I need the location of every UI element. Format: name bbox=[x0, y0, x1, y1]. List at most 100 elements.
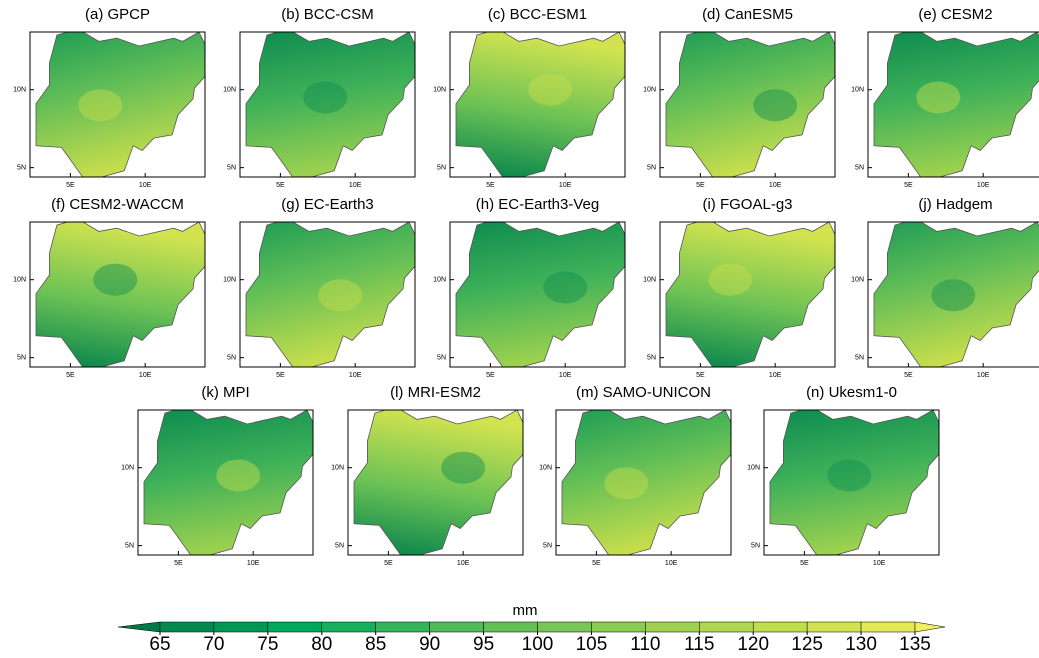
panel-frame bbox=[763, 409, 940, 556]
panel-frame bbox=[449, 221, 626, 368]
map-panel: (k) MPI 5E 10E 5N 10N bbox=[121, 384, 314, 567]
panel-title: (i) FGOAL-g3 bbox=[702, 196, 792, 213]
map-panel: (g) EC-Earth3 5E 10E 5N 10N bbox=[223, 196, 416, 379]
panel-title: (d) CanESM5 bbox=[702, 6, 793, 23]
y-tick-label: 10N bbox=[643, 87, 656, 94]
colorbar-swatch bbox=[806, 621, 862, 633]
panel-frame bbox=[137, 409, 314, 556]
colorbar-tick-label: 85 bbox=[365, 634, 386, 655]
y-tick-label: 5N bbox=[647, 354, 656, 361]
colorbar-swatch bbox=[699, 621, 754, 633]
precip-blob bbox=[827, 459, 872, 492]
y-tick-label: 10N bbox=[433, 277, 446, 284]
colorbar-tick-label: 90 bbox=[419, 634, 440, 655]
map-panel: (a) GPCP 5E 10E 5N 10N bbox=[13, 6, 206, 189]
colorbar-end bbox=[117, 621, 161, 633]
x-tick-label: 5E bbox=[904, 372, 913, 379]
x-tick-label: 10E bbox=[769, 182, 782, 189]
panel-frame bbox=[659, 221, 836, 368]
x-tick-label: 5E bbox=[696, 372, 705, 379]
y-tick-label: 10N bbox=[433, 87, 446, 94]
country-shape bbox=[873, 32, 1039, 177]
colorbar-unit: mm bbox=[513, 602, 538, 619]
y-tick-label: 5N bbox=[543, 542, 552, 549]
colorbar-swatch bbox=[375, 621, 430, 633]
x-tick-label: 5E bbox=[276, 372, 285, 379]
y-tick-label: 10N bbox=[643, 277, 656, 284]
map-panel: (h) EC-Earth3-Veg 5E 10E 5N 10N bbox=[433, 196, 626, 379]
panel-title: (a) GPCP bbox=[85, 6, 150, 23]
x-tick-label: 5E bbox=[696, 182, 705, 189]
panel-title: (j) Hadgem bbox=[918, 196, 992, 213]
panel-title: (e) CESM2 bbox=[918, 6, 992, 23]
panel-title: (n) Ukesm1-0 bbox=[806, 384, 897, 401]
country-shape bbox=[769, 410, 939, 555]
colorbar-tick-label: 80 bbox=[311, 634, 332, 655]
x-tick-label: 5E bbox=[800, 560, 809, 567]
colorbar-swatch bbox=[860, 621, 916, 633]
country-shape bbox=[245, 32, 415, 177]
x-tick-label: 5E bbox=[486, 182, 495, 189]
y-tick-label: 5N bbox=[855, 354, 864, 361]
x-tick-label: 5E bbox=[276, 182, 285, 189]
y-tick-label: 10N bbox=[747, 465, 760, 472]
colorbar-swatch bbox=[537, 621, 592, 633]
y-tick-label: 5N bbox=[647, 164, 656, 171]
y-tick-label: 10N bbox=[851, 87, 864, 94]
y-tick-label: 5N bbox=[17, 354, 26, 361]
panel-title: (m) SAMO-UNICON bbox=[576, 384, 711, 401]
panel-title: (b) BCC-CSM bbox=[281, 6, 374, 23]
map-panel: (c) BCC-ESM1 5E 10E 5N 10N bbox=[433, 6, 626, 189]
precip-blob bbox=[753, 89, 798, 122]
country-shape bbox=[455, 32, 625, 177]
colorbar-tick-label: 100 bbox=[522, 634, 554, 655]
map-panel: (b) BCC-CSM 5E 10E 5N 10N bbox=[223, 6, 416, 189]
precip-blob bbox=[708, 263, 753, 296]
x-tick-label: 5E bbox=[384, 560, 393, 567]
map-panel: (e) CESM2 5E 10E 5N 10N bbox=[851, 6, 1039, 189]
x-tick-label: 10E bbox=[349, 372, 362, 379]
panel-frame bbox=[867, 31, 1039, 178]
colorbar-tick-label: 125 bbox=[791, 634, 823, 655]
x-tick-label: 5E bbox=[66, 182, 75, 189]
precip-blob bbox=[93, 263, 138, 296]
precip-blob bbox=[604, 467, 649, 500]
precip-blob bbox=[528, 73, 573, 106]
y-tick-label: 10N bbox=[223, 277, 236, 284]
country-shape bbox=[665, 32, 835, 177]
precip-blob bbox=[916, 81, 961, 114]
colorbar-swatch bbox=[645, 621, 700, 633]
panel-frame bbox=[867, 221, 1039, 368]
panel-frame bbox=[239, 31, 416, 178]
panel-frame bbox=[449, 31, 626, 178]
y-tick-label: 10N bbox=[331, 465, 344, 472]
map-panel: (l) MRI-ESM2 5E 10E 5N 10N bbox=[331, 384, 524, 567]
country-shape bbox=[35, 222, 205, 367]
country-shape bbox=[35, 32, 205, 177]
panel-title: (f) CESM2-WACCM bbox=[51, 196, 184, 213]
panel-frame bbox=[555, 409, 732, 556]
precip-blob bbox=[441, 451, 486, 484]
panel-title: (g) EC-Earth3 bbox=[281, 196, 374, 213]
map-panel: (d) CanESM5 5E 10E 5N 10N bbox=[643, 6, 836, 189]
x-tick-label: 5E bbox=[66, 372, 75, 379]
country-shape bbox=[873, 222, 1039, 367]
x-tick-label: 10E bbox=[769, 372, 782, 379]
colorbar-swatch bbox=[752, 621, 808, 633]
colorbar-tick-label: 105 bbox=[576, 634, 608, 655]
colorbar-swatch bbox=[213, 621, 269, 633]
colorbar-swatch bbox=[429, 621, 484, 633]
map-panel: (j) Hadgem 5E 10E 5N 10N bbox=[851, 196, 1039, 379]
x-tick-label: 10E bbox=[873, 560, 886, 567]
x-tick-label: 5E bbox=[904, 182, 913, 189]
colorbar-swatch bbox=[267, 621, 323, 633]
precip-blob bbox=[318, 279, 363, 312]
x-tick-label: 5E bbox=[174, 560, 183, 567]
y-tick-label: 5N bbox=[751, 542, 760, 549]
colorbar-tick-label: 130 bbox=[845, 634, 877, 655]
country-shape bbox=[455, 222, 625, 367]
map-panel: (i) FGOAL-g3 5E 10E 5N 10N bbox=[643, 196, 836, 379]
y-tick-label: 5N bbox=[335, 542, 344, 549]
precip-blob bbox=[303, 81, 348, 114]
colorbar-tick-label: 115 bbox=[684, 634, 714, 655]
